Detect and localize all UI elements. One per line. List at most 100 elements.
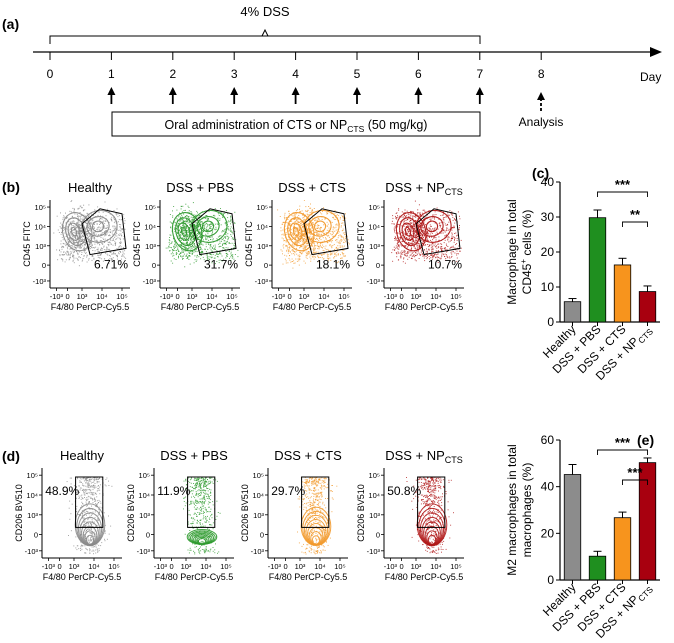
flow-event-dot xyxy=(300,222,302,224)
flow-event-dot xyxy=(94,239,96,241)
flow-event-dot xyxy=(199,249,201,251)
flow-event-dot xyxy=(345,236,347,238)
flow-event-dot xyxy=(405,255,407,257)
flow-event-dot xyxy=(62,230,64,231)
flow-event-dot xyxy=(77,217,79,219)
flow-event-dot xyxy=(66,251,68,253)
flow-event-dot xyxy=(177,233,179,234)
flow-event-dot xyxy=(432,250,434,252)
flow-event-dot xyxy=(205,230,207,232)
flow-event-dot xyxy=(199,252,201,254)
flow-event-dot xyxy=(285,245,287,247)
flow-event-dot xyxy=(431,241,433,243)
flow-event-dot xyxy=(72,229,74,231)
flow-event-dot xyxy=(419,221,421,223)
flow-event-dot xyxy=(66,239,68,241)
flow-event-dot xyxy=(412,215,414,217)
flow-event-dot xyxy=(431,245,433,247)
flow-event-dot xyxy=(410,251,412,253)
flow-event-dot xyxy=(114,234,116,236)
flow-event-dot xyxy=(339,218,341,220)
flow-event-dot xyxy=(298,260,300,262)
flow-event-dot xyxy=(61,236,63,238)
flow-event-dot xyxy=(410,230,412,232)
flow-event-dot xyxy=(92,538,94,540)
flow-event-dot xyxy=(186,247,187,249)
flow-event-dot xyxy=(83,491,84,493)
flow-event-dot xyxy=(456,239,458,241)
flow-event-dot xyxy=(422,230,424,232)
flow-event-dot xyxy=(87,480,89,482)
flow-event-dot xyxy=(103,232,105,234)
flow-event-dot xyxy=(124,222,126,224)
flow-event-dot xyxy=(99,511,100,513)
flow-event-dot xyxy=(118,253,120,255)
flow-event-dot xyxy=(89,488,91,490)
flow-event-dot xyxy=(87,243,89,244)
flow-event-dot xyxy=(324,233,325,235)
flow-event-dot xyxy=(178,257,179,259)
flow-x-axis-label: F4/80 PerCP-Cy5.5 xyxy=(161,302,240,312)
flow-event-dot xyxy=(186,253,188,255)
flow-event-dot xyxy=(181,245,183,247)
flow-event-dot xyxy=(66,217,68,219)
flow-event-dot xyxy=(88,248,90,250)
flow-event-dot xyxy=(292,235,294,236)
flow-event-dot xyxy=(205,228,207,230)
flow-event-dot xyxy=(431,233,433,234)
flow-event-dot xyxy=(289,234,291,236)
flow-event-dot xyxy=(112,260,114,262)
flow-event-dot xyxy=(192,253,194,254)
flow-event-dot xyxy=(89,532,91,534)
flow-event-dot xyxy=(77,223,78,225)
flow-event-dot xyxy=(81,526,83,527)
flow-event-dot xyxy=(88,247,90,249)
flow-event-dot xyxy=(96,503,98,505)
flow-event-dot xyxy=(97,488,99,490)
flow-event-dot xyxy=(117,230,119,231)
flow-event-dot xyxy=(216,223,218,225)
flow-event-dot xyxy=(101,234,103,235)
flow-event-dot xyxy=(60,212,61,214)
flow-event-dot xyxy=(76,227,78,229)
flow-event-dot xyxy=(431,251,432,253)
flow-event-dot xyxy=(286,255,288,257)
flow-event-dot xyxy=(448,237,450,239)
flow-event-dot xyxy=(73,485,75,487)
flow-event-dot xyxy=(449,210,451,212)
flow-event-dot xyxy=(86,256,88,258)
flow-event-dot xyxy=(180,208,182,210)
flow-event-dot xyxy=(408,236,410,238)
flow-event-dot xyxy=(86,233,88,234)
flow-event-dot xyxy=(196,210,198,212)
flow-event-dot xyxy=(113,222,115,224)
flow-event-dot xyxy=(184,247,186,249)
flow-event-dot xyxy=(93,521,95,523)
flow-event-dot xyxy=(398,241,400,243)
flow-event-dot xyxy=(333,251,335,253)
flow-x-tick-label: 0 xyxy=(176,292,180,301)
flow-event-dot xyxy=(235,239,237,241)
flow-event-dot xyxy=(344,232,346,234)
flow-event-dot xyxy=(170,227,172,229)
flow-event-dot xyxy=(110,257,112,259)
flow-event-dot xyxy=(93,484,95,486)
flow-event-dot xyxy=(73,234,75,236)
flow-event-dot xyxy=(68,254,70,256)
flow-event-dot xyxy=(203,482,205,484)
flow-event-dot xyxy=(81,215,83,216)
flow-event-dot xyxy=(212,231,213,233)
flow-event-dot xyxy=(288,249,290,251)
flow-event-dot xyxy=(69,254,71,256)
panel-b-label: (b) xyxy=(2,179,20,195)
flow-event-dot xyxy=(189,224,191,226)
flow-event-dot xyxy=(335,254,337,256)
flow-event-dot xyxy=(401,245,403,247)
flow-event-dot xyxy=(302,220,304,222)
flow-x-tick-label: 10⁵ xyxy=(108,562,119,571)
flow-event-dot xyxy=(215,543,216,545)
flow-event-dot xyxy=(222,213,224,215)
flow-event-dot xyxy=(112,233,114,235)
flow-event-dot xyxy=(395,245,397,247)
dosing-arrowhead xyxy=(414,87,423,95)
